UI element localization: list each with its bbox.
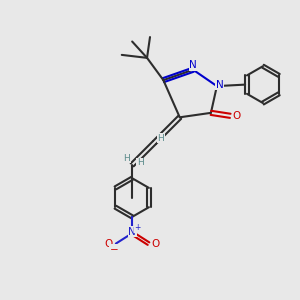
Text: N: N [128,227,136,237]
Text: −: − [110,244,119,255]
Text: N: N [189,60,197,70]
Text: +: + [134,224,141,232]
Text: O: O [233,111,241,121]
Text: N: N [216,80,224,90]
Text: H: H [137,158,144,167]
Text: H: H [123,154,130,163]
Text: O: O [152,238,160,249]
Text: O: O [104,238,112,249]
Text: H: H [158,134,164,142]
